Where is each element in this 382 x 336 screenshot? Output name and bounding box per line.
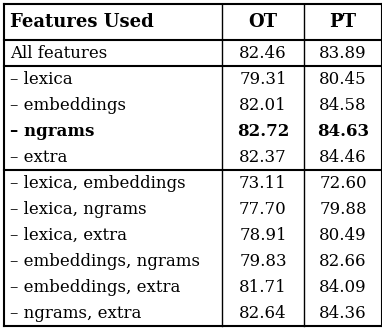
Text: 82.66: 82.66 xyxy=(319,252,367,269)
Text: 84.58: 84.58 xyxy=(319,96,367,114)
Text: 79.31: 79.31 xyxy=(239,71,287,87)
Text: 84.36: 84.36 xyxy=(319,304,367,322)
Text: 78.91: 78.91 xyxy=(239,226,287,244)
Text: – lexica: – lexica xyxy=(10,71,73,87)
Text: 82.46: 82.46 xyxy=(239,44,287,61)
Text: OT: OT xyxy=(249,13,277,31)
Text: – embeddings: – embeddings xyxy=(10,96,126,114)
Text: 84.09: 84.09 xyxy=(319,279,367,295)
Text: 82.64: 82.64 xyxy=(239,304,287,322)
Text: – ngrams, extra: – ngrams, extra xyxy=(10,304,141,322)
Text: 72.60: 72.60 xyxy=(319,174,367,192)
Text: 79.83: 79.83 xyxy=(239,252,287,269)
Text: 84.63: 84.63 xyxy=(317,123,369,139)
Text: – embeddings, extra: – embeddings, extra xyxy=(10,279,180,295)
Text: – embeddings, ngrams: – embeddings, ngrams xyxy=(10,252,200,269)
Text: 77.70: 77.70 xyxy=(239,201,287,217)
Text: – ngrams: – ngrams xyxy=(10,123,94,139)
Text: 80.45: 80.45 xyxy=(319,71,367,87)
Text: 83.89: 83.89 xyxy=(319,44,367,61)
Text: – lexica, extra: – lexica, extra xyxy=(10,226,127,244)
Text: 82.72: 82.72 xyxy=(237,123,289,139)
Text: – extra: – extra xyxy=(10,149,67,166)
Text: 84.46: 84.46 xyxy=(319,149,367,166)
Text: 82.01: 82.01 xyxy=(239,96,287,114)
Text: – lexica, ngrams: – lexica, ngrams xyxy=(10,201,147,217)
Text: 80.49: 80.49 xyxy=(319,226,367,244)
Text: 79.88: 79.88 xyxy=(319,201,367,217)
Text: 73.11: 73.11 xyxy=(239,174,287,192)
Text: PT: PT xyxy=(330,13,356,31)
Text: 81.71: 81.71 xyxy=(239,279,287,295)
Text: All features: All features xyxy=(10,44,107,61)
Text: – lexica, embeddings: – lexica, embeddings xyxy=(10,174,186,192)
Text: 82.37: 82.37 xyxy=(239,149,287,166)
Text: Features Used: Features Used xyxy=(10,13,154,31)
